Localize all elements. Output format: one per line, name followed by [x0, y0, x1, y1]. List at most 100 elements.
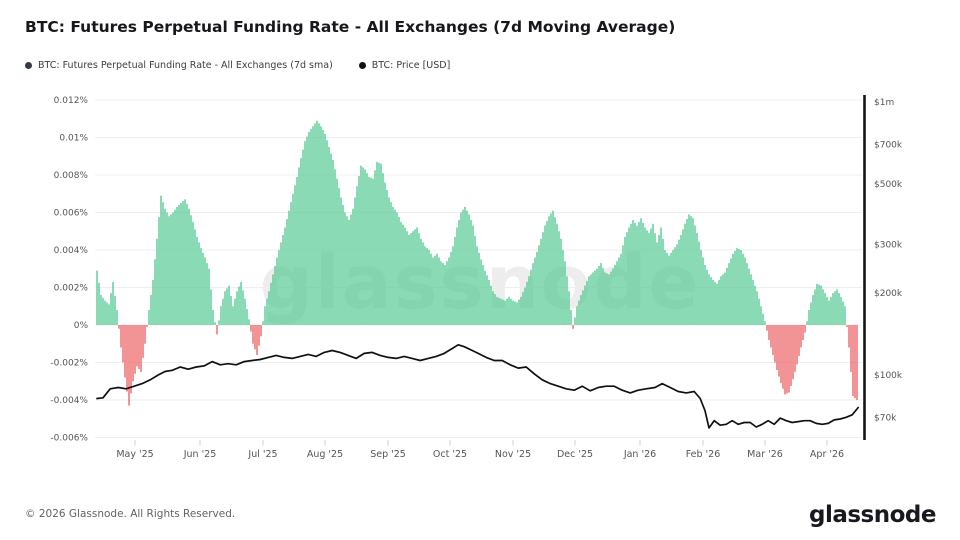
funding-bar	[458, 220, 460, 325]
funding-bar	[534, 257, 536, 325]
funding-bar	[486, 275, 488, 325]
funding-bar	[430, 253, 432, 325]
funding-bar	[250, 325, 252, 332]
funding-bar	[120, 325, 122, 348]
funding-bar	[336, 178, 338, 325]
funding-bar	[172, 212, 174, 325]
funding-bar	[308, 131, 310, 326]
funding-bar	[372, 178, 374, 325]
funding-bar	[856, 325, 858, 400]
funding-bar	[378, 162, 380, 325]
legend: BTC: Futures Perpetual Funding Rate - Al…	[25, 60, 450, 71]
funding-bar	[656, 242, 658, 325]
x-axis-label: Sep '25	[370, 449, 406, 460]
funding-bar	[816, 283, 818, 325]
funding-bar	[456, 227, 458, 325]
funding-bar	[112, 281, 114, 326]
funding-bar	[506, 298, 508, 325]
funding-bar	[776, 325, 778, 370]
funding-bar	[814, 289, 816, 326]
funding-bar	[96, 270, 98, 325]
funding-bar	[548, 216, 550, 325]
funding-bar	[192, 221, 194, 326]
x-axis-label: Dec '25	[557, 449, 593, 460]
funding-bar	[790, 325, 792, 386]
funding-bar	[302, 149, 304, 325]
funding-bar	[228, 285, 230, 326]
legend-dot-icon	[25, 62, 32, 69]
funding-bar	[238, 286, 240, 325]
funding-bar	[102, 297, 104, 325]
funding-bar	[594, 270, 596, 325]
funding-bar	[622, 245, 624, 325]
chart-hover-area[interactable]	[95, 95, 862, 440]
funding-bar	[358, 175, 360, 325]
funding-bar	[832, 293, 834, 326]
right-axis-label: $70k	[874, 413, 897, 423]
funding-bar	[636, 225, 638, 326]
legend-item-funding-rate[interactable]: BTC: Futures Perpetual Funding Rate - Al…	[25, 60, 333, 71]
copyright-text: © 2026 Glassnode. All Rights Reserved.	[25, 508, 236, 520]
funding-bar	[536, 251, 538, 326]
funding-bar	[628, 227, 630, 325]
funding-bar	[802, 325, 804, 340]
funding-bar	[278, 250, 280, 325]
funding-bar	[498, 297, 500, 325]
funding-bar	[180, 203, 182, 326]
funding-bar	[196, 236, 198, 326]
funding-bar	[368, 176, 370, 325]
funding-bar	[392, 206, 394, 326]
funding-bar	[146, 325, 148, 327]
funding-bar	[724, 272, 726, 325]
funding-bar	[674, 247, 676, 325]
funding-bar	[390, 202, 392, 325]
funding-bar	[130, 325, 132, 394]
funding-bar	[478, 252, 480, 325]
funding-bar	[216, 325, 218, 335]
funding-bar	[844, 306, 846, 325]
funding-bar	[782, 325, 784, 389]
funding-bar	[280, 242, 282, 325]
funding-bar	[210, 289, 212, 326]
funding-bar	[728, 263, 730, 326]
funding-bar	[252, 325, 254, 344]
funding-bar	[256, 325, 258, 355]
funding-bar	[386, 190, 388, 325]
funding-bar	[708, 274, 710, 326]
funding-bar	[150, 295, 152, 325]
funding-bar	[132, 325, 134, 382]
funding-bar	[226, 288, 228, 325]
funding-bar	[160, 195, 162, 326]
funding-bar	[720, 276, 722, 325]
funding-bar	[450, 251, 452, 326]
funding-bar	[290, 202, 292, 325]
funding-bar	[100, 295, 102, 325]
funding-bar	[418, 233, 420, 326]
funding-bar	[604, 272, 606, 325]
funding-bar	[600, 263, 602, 326]
funding-bar	[220, 306, 222, 325]
funding-bar	[806, 321, 808, 325]
funding-bar	[124, 325, 126, 378]
funding-bar	[602, 267, 604, 325]
funding-bar	[286, 219, 288, 325]
funding-bar	[106, 302, 108, 325]
legend-item-price[interactable]: BTC: Price [USD]	[358, 60, 450, 71]
funding-bar	[822, 289, 824, 325]
funding-bar	[854, 325, 856, 399]
x-axis-label: Nov '25	[495, 449, 531, 460]
funding-bar	[294, 185, 296, 325]
funding-bar	[762, 313, 764, 325]
funding-bar	[830, 296, 832, 326]
funding-bar	[550, 213, 552, 325]
funding-bar	[696, 233, 698, 326]
funding-bar	[828, 300, 830, 326]
funding-bar	[742, 253, 744, 325]
funding-bar	[566, 276, 568, 325]
funding-bar	[320, 126, 322, 325]
funding-bar	[516, 302, 518, 325]
funding-bar	[178, 205, 180, 325]
funding-bar	[788, 325, 790, 393]
funding-bar	[412, 231, 414, 325]
